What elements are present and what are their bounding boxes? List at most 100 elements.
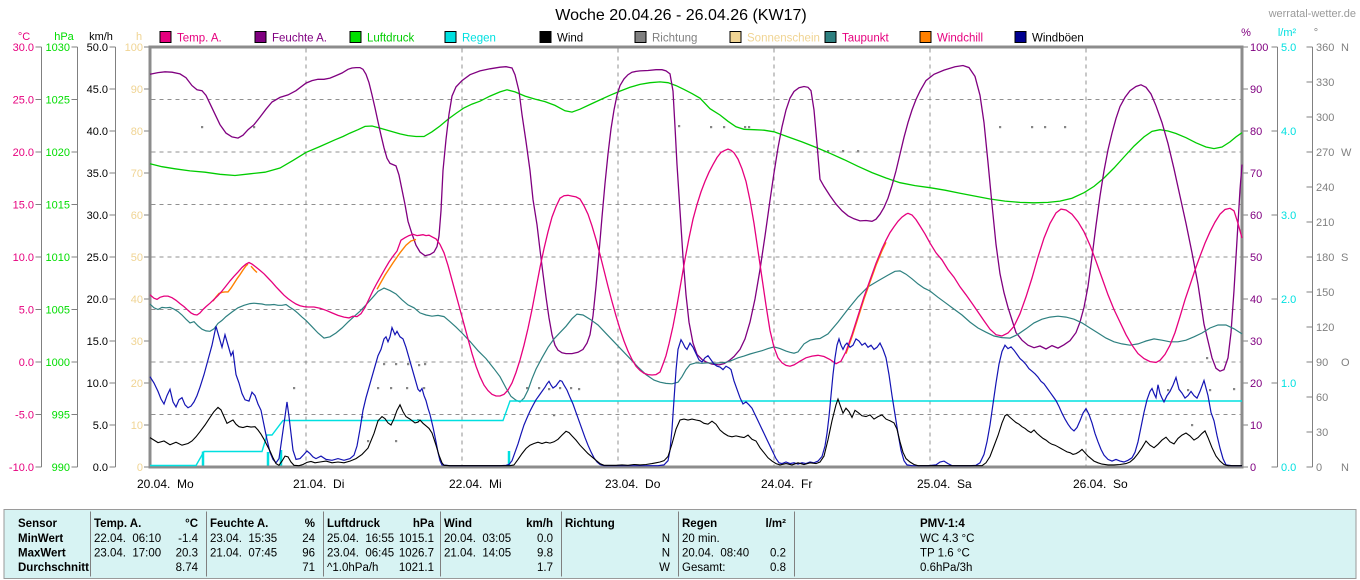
svg-text:0.6hPa/3h: 0.6hPa/3h <box>920 562 972 574</box>
svg-text:30.0: 30.0 <box>13 42 34 54</box>
svg-text:°C: °C <box>185 518 198 530</box>
svg-text:0.0: 0.0 <box>1281 462 1296 474</box>
svg-text:Gesamt:: Gesamt: <box>682 562 725 574</box>
svg-text:Windchill: Windchill <box>937 33 983 45</box>
svg-text:5.0: 5.0 <box>93 420 108 432</box>
svg-text:20: 20 <box>1250 378 1262 390</box>
svg-text:-5.0: -5.0 <box>15 410 34 422</box>
svg-text:30: 30 <box>131 336 143 348</box>
svg-text:60: 60 <box>131 210 143 222</box>
svg-text:70: 70 <box>131 168 143 180</box>
svg-text:1015: 1015 <box>46 200 70 212</box>
svg-text:km/h: km/h <box>89 31 113 43</box>
svg-text:90: 90 <box>1316 357 1328 369</box>
svg-text:23.04. 15:35: 23.04. 15:35 <box>210 533 277 545</box>
svg-text:22.04. 06:10: 22.04. 06:10 <box>94 533 161 545</box>
svg-text:990: 990 <box>52 462 70 474</box>
svg-text:1005: 1005 <box>46 305 70 317</box>
svg-text:4.0: 4.0 <box>1281 126 1296 138</box>
svg-text:360: 360 <box>1316 42 1334 54</box>
svg-text:100: 100 <box>125 42 143 54</box>
svg-text:0.8: 0.8 <box>770 562 786 574</box>
svg-text:40.0: 40.0 <box>87 126 108 138</box>
svg-text:90: 90 <box>1250 84 1262 96</box>
svg-text:-10.0: -10.0 <box>9 462 34 474</box>
svg-text:25.0: 25.0 <box>13 95 34 107</box>
svg-text:5.0: 5.0 <box>1281 42 1296 54</box>
svg-text:W: W <box>1341 147 1352 159</box>
svg-text:°: ° <box>1314 27 1318 39</box>
svg-text:15.0: 15.0 <box>13 200 34 212</box>
svg-text:8.74: 8.74 <box>176 562 199 574</box>
svg-text:50: 50 <box>1250 252 1262 264</box>
svg-text:1015.1: 1015.1 <box>399 533 434 545</box>
svg-text:71: 71 <box>302 562 315 574</box>
svg-text:1026.7: 1026.7 <box>399 548 434 560</box>
svg-text:1.0: 1.0 <box>1281 378 1296 390</box>
svg-text:Feuchte A.: Feuchte A. <box>272 33 327 45</box>
svg-text:10.0: 10.0 <box>87 378 108 390</box>
svg-text:Temp. A.: Temp. A. <box>177 33 222 45</box>
svg-text:1000: 1000 <box>46 357 70 369</box>
svg-text:25.04. 16:55: 25.04. 16:55 <box>327 533 394 545</box>
svg-text:Taupunkt: Taupunkt <box>842 33 889 45</box>
svg-text:25.04. Sa: 25.04. Sa <box>917 477 972 491</box>
svg-text:hPa: hPa <box>54 31 74 43</box>
svg-text:330: 330 <box>1316 77 1334 89</box>
svg-text:werratal-wetter.de: werratal-wetter.de <box>1268 8 1356 20</box>
svg-text:210: 210 <box>1316 217 1334 229</box>
svg-text:3.0: 3.0 <box>1281 210 1296 222</box>
svg-text:20.0: 20.0 <box>13 147 34 159</box>
svg-text:100: 100 <box>1250 42 1268 54</box>
svg-text:Regen: Regen <box>682 518 717 530</box>
svg-text:80: 80 <box>1250 126 1262 138</box>
svg-text:120: 120 <box>1316 322 1334 334</box>
svg-text:0.0: 0.0 <box>537 533 553 545</box>
svg-text:Richtung: Richtung <box>565 518 615 530</box>
svg-text:21.04. 07:45: 21.04. 07:45 <box>210 548 277 560</box>
svg-text:30.0: 30.0 <box>87 210 108 222</box>
svg-text:45.0: 45.0 <box>87 84 108 96</box>
svg-text:2.0: 2.0 <box>1281 294 1296 306</box>
svg-text:22.04. Mi: 22.04. Mi <box>449 477 502 491</box>
svg-text:30: 30 <box>1316 427 1328 439</box>
svg-text:20 min.: 20 min. <box>682 533 720 545</box>
svg-text:0: 0 <box>1316 462 1322 474</box>
svg-text:995: 995 <box>52 410 70 422</box>
svg-text:1030: 1030 <box>46 42 70 54</box>
svg-text:96: 96 <box>302 548 315 560</box>
svg-text:70: 70 <box>1250 168 1262 180</box>
svg-text:Regen: Regen <box>462 33 496 45</box>
svg-text:Woche 20.04.26 - 26.04.26 (KW1: Woche 20.04.26 - 26.04.26 (KW17) <box>555 7 806 24</box>
svg-text:20.04. Mo: 20.04. Mo <box>137 477 194 491</box>
svg-text:0.2: 0.2 <box>770 548 786 560</box>
svg-text:WC 4.3 °C: WC 4.3 °C <box>920 533 974 545</box>
svg-text:hPa: hPa <box>413 518 435 530</box>
svg-text:10.0: 10.0 <box>13 252 34 264</box>
svg-text:23.04. 17:00: 23.04. 17:00 <box>94 548 161 560</box>
svg-text:0: 0 <box>1250 462 1256 474</box>
svg-text:Durchschnitt: Durchschnitt <box>18 562 89 574</box>
svg-text:Sensor: Sensor <box>18 518 58 530</box>
svg-text:Windböen: Windböen <box>1032 33 1084 45</box>
svg-text:5.0: 5.0 <box>19 305 34 317</box>
svg-text:Wind: Wind <box>557 33 583 45</box>
svg-text:20.04. 08:40: 20.04. 08:40 <box>682 548 749 560</box>
svg-text:%: % <box>305 518 315 530</box>
svg-text:26.04. So: 26.04. So <box>1073 477 1128 491</box>
svg-text:1.7: 1.7 <box>537 562 553 574</box>
svg-text:23.04. Do: 23.04. Do <box>605 477 661 491</box>
svg-text:90: 90 <box>131 84 143 96</box>
svg-text:60: 60 <box>1316 392 1328 404</box>
svg-text:150: 150 <box>1316 287 1334 299</box>
svg-text:km/h: km/h <box>526 518 553 530</box>
svg-text:N: N <box>1341 462 1349 474</box>
svg-text:60: 60 <box>1250 210 1262 222</box>
svg-text:50.0: 50.0 <box>87 42 108 54</box>
svg-text:Luftdruck: Luftdruck <box>367 33 415 45</box>
svg-text:50: 50 <box>131 252 143 264</box>
svg-text:1025: 1025 <box>46 95 70 107</box>
svg-text:S: S <box>1341 252 1348 264</box>
svg-text:0.0: 0.0 <box>93 462 108 474</box>
svg-text:24: 24 <box>302 533 315 545</box>
